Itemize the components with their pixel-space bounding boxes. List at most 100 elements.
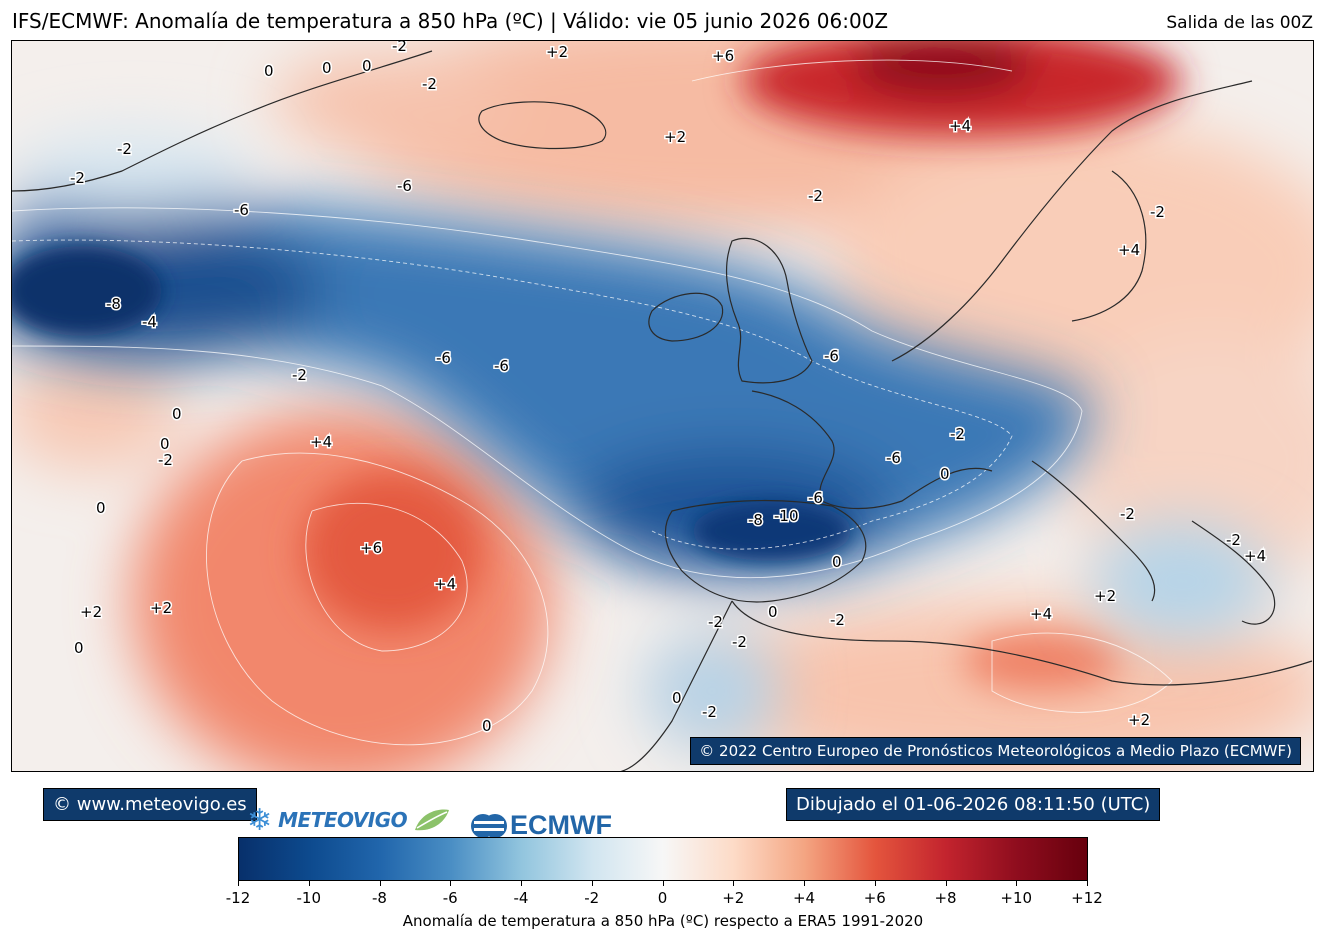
contour-label: 0 xyxy=(160,435,170,453)
colorbar-tick-label: -4 xyxy=(513,889,529,907)
contour-label: +6 xyxy=(360,539,382,557)
colorbar-tick-label: 0 xyxy=(657,889,668,907)
north-africa-coast xyxy=(731,600,1313,686)
contour-label: -6 xyxy=(808,489,823,507)
colorbar-tick-label: -6 xyxy=(442,889,458,907)
contour-label: -2 xyxy=(392,41,407,55)
contour-label: 0 xyxy=(264,62,274,80)
contour-label: 0 xyxy=(362,57,372,75)
contour-label: -2 xyxy=(708,613,723,631)
colorbar-tick-label: +10 xyxy=(1000,889,1033,907)
colorbar-tick xyxy=(521,881,522,886)
colorbar-label: Anomalía de temperatura a 850 hPa (ºC) r… xyxy=(402,912,924,930)
colorbar-tick xyxy=(1087,881,1088,886)
contour-label: -6 xyxy=(234,201,249,219)
ecmwf-copyright-notice: © 2022 Centro Europeo de Pronósticos Met… xyxy=(690,737,1301,765)
contour-label: +2 xyxy=(1128,711,1150,729)
contour-label: +4 xyxy=(1118,241,1140,259)
iceland-coast xyxy=(478,101,607,150)
contour-label: -2 xyxy=(422,75,437,93)
colorbar-tick xyxy=(591,881,593,886)
contour-label: +2 xyxy=(80,603,102,621)
contour-label: -6 xyxy=(436,349,451,367)
colorbar-tick xyxy=(450,881,452,886)
contour-label: 0 xyxy=(768,603,778,621)
strong-cold-cores xyxy=(12,246,852,561)
contour-label: 0 xyxy=(832,553,842,571)
colorbar-tick-label: +6 xyxy=(863,889,886,907)
colorbar-tick-label: -2 xyxy=(584,889,600,907)
contour-label: +4 xyxy=(434,575,456,593)
ecmwf-logo: ECMWF xyxy=(470,810,612,841)
colorbar-tick xyxy=(804,881,805,886)
france-coast xyxy=(751,390,993,510)
contour-label: -2 xyxy=(950,425,965,443)
contour-label: -2 xyxy=(1226,531,1241,549)
colorbar xyxy=(238,837,1088,881)
colorbar-tick xyxy=(662,881,664,886)
iberia-coast xyxy=(664,499,867,603)
colorbar-tick xyxy=(308,881,310,886)
contour-label: 0 xyxy=(96,499,106,517)
drawn-timestamp: Dibujado el 01-06-2026 08:11:50 (UTC) xyxy=(786,788,1161,821)
contour-label: +2 xyxy=(1094,587,1116,605)
colorbar-tick xyxy=(238,881,239,886)
morocco-coast xyxy=(620,600,733,771)
contour-label: 0 xyxy=(172,405,182,423)
contour-label: -2 xyxy=(1120,505,1135,523)
ecmwf-emblem-icon xyxy=(471,813,507,838)
sweden-coast xyxy=(1071,170,1147,322)
contour-label: -2 xyxy=(732,633,747,651)
balkans-coast xyxy=(1191,520,1276,625)
colorbar-tick-label: -12 xyxy=(225,889,251,907)
contour-label: +4 xyxy=(1030,605,1052,623)
colorbar-tick-label: -10 xyxy=(296,889,322,907)
contour-label: 0 xyxy=(74,639,84,657)
contour-label: -4 xyxy=(142,313,157,331)
contour-label: -6 xyxy=(494,357,509,375)
colorbar-tick-label: +4 xyxy=(792,889,816,907)
leaf-icon xyxy=(415,809,450,831)
snowflake-icon: ❄ xyxy=(247,802,273,838)
website-credit[interactable]: © www.meteovigo.es xyxy=(43,788,257,821)
contour-labels: +2 +6 0 0 0 -2 -2 -2 +2 +4 -6 -6 -2 -2 -… xyxy=(69,41,1268,737)
meteovigo-logo: ❄ METEOVIGO xyxy=(247,802,451,838)
contour-label: -2 xyxy=(1150,203,1165,221)
model-run-label: Salida de las 00Z xyxy=(1166,13,1313,33)
contour-label: -2 xyxy=(117,140,132,158)
meteovigo-logo-text: METEOVIGO xyxy=(278,808,408,832)
contour-label: +2 xyxy=(546,43,568,61)
strong-warm-cores xyxy=(302,41,1182,691)
great-britain-coast xyxy=(725,237,813,384)
contour-label: -6 xyxy=(397,177,412,195)
map-canvas: +2 +6 0 0 0 -2 -2 -2 +2 +4 -6 -6 -2 -2 -… xyxy=(12,41,1313,771)
temperature-anomaly-map: +2 +6 0 0 0 -2 -2 -2 +2 +4 -6 -6 -2 -2 -… xyxy=(11,40,1314,772)
contour-label: -6 xyxy=(824,347,839,365)
italy-coast xyxy=(1031,460,1156,602)
contour-label: +2 xyxy=(664,128,686,146)
contour-label: -8 xyxy=(106,295,121,313)
contour-label: -2 xyxy=(158,451,173,469)
contour-label: +4 xyxy=(1244,547,1266,565)
colorbar-tick xyxy=(379,881,381,886)
colorbar-tick-label: -8 xyxy=(372,889,387,907)
ecmwf-logo-text: ECMWF xyxy=(510,810,612,840)
contour-label: -2 xyxy=(808,187,823,205)
colorbar-tick xyxy=(874,881,876,886)
contour-label: -2 xyxy=(702,703,717,721)
contour-label: 0 xyxy=(672,689,682,707)
colorbar-tick-label: +12 xyxy=(1071,889,1103,907)
contour-label: -10 xyxy=(774,507,799,525)
ireland-coast xyxy=(648,292,724,342)
contour-label: +2 xyxy=(150,599,172,617)
contour-label: -6 xyxy=(886,449,901,467)
contour-label: +4 xyxy=(949,117,971,135)
colorbar-tick xyxy=(945,881,947,886)
contour-label: +6 xyxy=(712,47,734,65)
contour-label: 0 xyxy=(322,59,332,77)
coastlines xyxy=(12,50,1313,771)
colorbar-tick xyxy=(733,881,735,886)
contour-label: +4 xyxy=(310,433,332,451)
greenland-coast xyxy=(12,50,433,192)
contour-label: -2 xyxy=(70,169,85,187)
